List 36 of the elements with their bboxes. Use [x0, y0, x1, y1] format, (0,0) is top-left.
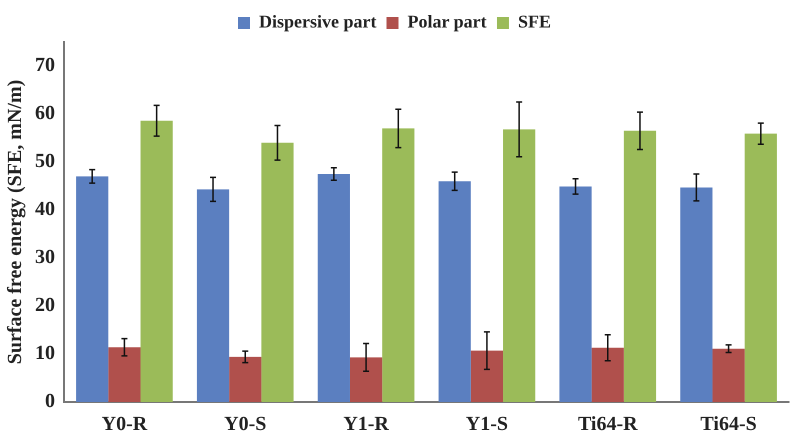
bar — [438, 181, 471, 402]
bar — [592, 348, 624, 402]
bar — [229, 356, 262, 402]
y-axis-title: Surface free energy (SFE, mN/m) — [4, 80, 26, 364]
x-tick-label: Y1-S — [466, 413, 508, 436]
y-tick-label: 20 — [35, 294, 55, 316]
bar — [470, 350, 504, 402]
y-tick-label: 60 — [35, 102, 55, 124]
bar — [196, 189, 230, 402]
y-tick-label: 50 — [35, 150, 55, 172]
legend-label: Dispersive part — [259, 12, 376, 32]
y-tick-label: 40 — [35, 198, 55, 220]
y-tick-label: 30 — [35, 246, 55, 268]
bar — [624, 130, 656, 402]
bar — [680, 187, 712, 402]
y-tick-label: 10 — [35, 342, 55, 364]
bar — [712, 348, 745, 402]
legend-label: SFE — [518, 12, 551, 32]
bar — [261, 142, 294, 402]
bar — [76, 176, 108, 402]
bar — [559, 186, 592, 402]
bar — [318, 174, 350, 402]
x-tick-label: Y0-S — [224, 413, 266, 436]
bar — [108, 347, 141, 402]
x-tick-label: Ti64-R — [578, 413, 638, 436]
x-tick-label: Y1-R — [343, 413, 390, 436]
x-tick-label: Y0-R — [102, 413, 148, 436]
bar — [140, 120, 173, 402]
bar — [350, 357, 382, 402]
y-tick-label: 70 — [35, 54, 55, 76]
bar — [382, 128, 414, 402]
y-tick-label: 0 — [45, 390, 55, 412]
legend-label: Polar part — [407, 12, 487, 32]
x-tick-label: Ti64-S — [700, 413, 757, 436]
bar — [503, 129, 536, 402]
bar — [744, 134, 777, 402]
